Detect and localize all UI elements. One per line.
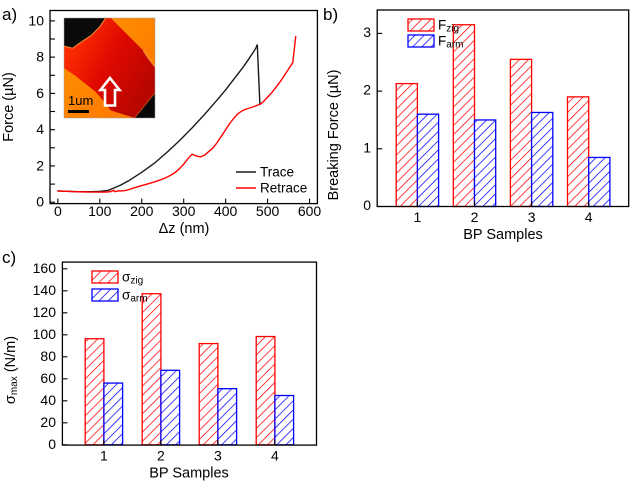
svg-text:20: 20 (40, 414, 56, 430)
svg-text:80: 80 (40, 348, 56, 364)
svg-text:4: 4 (585, 209, 593, 225)
svg-text:60: 60 (40, 370, 56, 386)
svg-text:6: 6 (36, 85, 44, 101)
svg-text:2: 2 (363, 82, 371, 98)
svg-text:0: 0 (363, 197, 371, 213)
svg-text:3: 3 (214, 447, 222, 463)
svg-text:8: 8 (36, 49, 44, 65)
svg-text:0: 0 (48, 436, 56, 452)
svg-text:1: 1 (363, 139, 371, 155)
svg-text:140: 140 (33, 282, 57, 298)
svg-text:BP Samples: BP Samples (463, 227, 543, 243)
svg-text:1um: 1um (68, 93, 93, 108)
svg-text:2: 2 (36, 157, 44, 173)
svg-text:3: 3 (363, 24, 371, 40)
svg-text:300: 300 (172, 203, 196, 219)
svg-text:2: 2 (157, 447, 165, 463)
svg-text:500: 500 (256, 203, 280, 219)
svg-text:40: 40 (40, 392, 56, 408)
svg-text:1: 1 (100, 447, 108, 463)
svg-text:b): b) (323, 5, 338, 24)
svg-text:c): c) (2, 248, 16, 267)
svg-text:σmax (N/m): σmax (N/m) (3, 335, 20, 403)
svg-text:4: 4 (36, 121, 44, 137)
svg-text:Breaking Force (µN): Breaking Force (µN) (326, 70, 342, 201)
svg-text:4: 4 (271, 447, 279, 463)
svg-text:a): a) (2, 5, 17, 24)
svg-text:Trace: Trace (260, 165, 294, 180)
svg-text:σarm: σarm (122, 287, 148, 304)
svg-text:Force (µN): Force (µN) (1, 72, 17, 142)
svg-text:100: 100 (33, 326, 57, 342)
svg-text:100: 100 (88, 203, 112, 219)
svg-text:1: 1 (414, 209, 422, 225)
svg-text:BP Samples: BP Samples (149, 465, 229, 481)
svg-text:2: 2 (471, 209, 479, 225)
svg-text:3: 3 (528, 209, 536, 225)
svg-text:160: 160 (33, 260, 57, 276)
svg-text:120: 120 (33, 304, 57, 320)
svg-text:0: 0 (36, 194, 44, 210)
svg-text:400: 400 (214, 203, 238, 219)
svg-text:σzig: σzig (122, 269, 143, 286)
svg-text:Δz (nm): Δz (nm) (159, 221, 210, 237)
svg-text:200: 200 (130, 203, 154, 219)
svg-text:0: 0 (54, 203, 62, 219)
svg-text:10: 10 (28, 12, 44, 28)
svg-text:Retrace: Retrace (260, 181, 307, 196)
svg-text:Fzig: Fzig (438, 18, 459, 35)
svg-text:600: 600 (298, 203, 321, 219)
